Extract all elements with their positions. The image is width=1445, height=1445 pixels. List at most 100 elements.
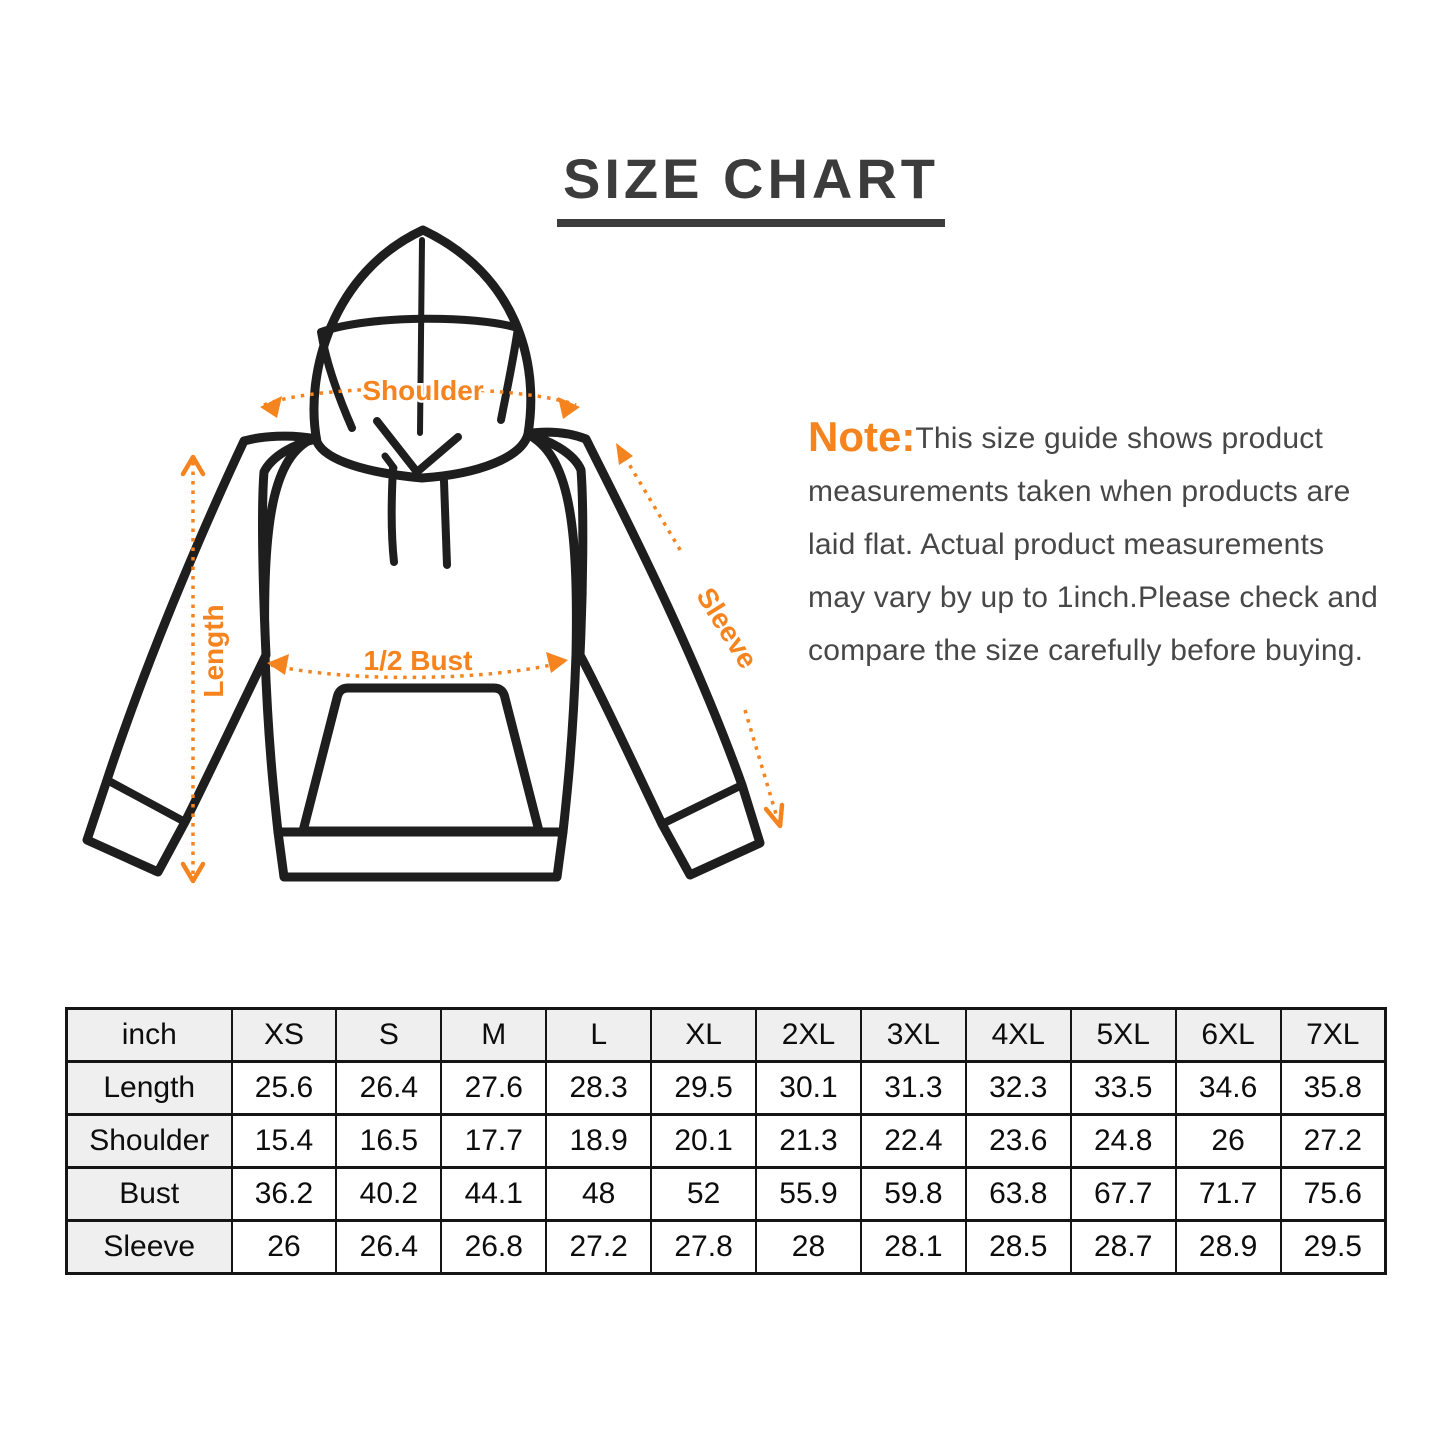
measurement-cell: 34.6 [1174,1060,1282,1116]
measurement-cell: 59.8 [859,1166,967,1222]
sleeve-arrowhead-upper [616,443,633,465]
measurement-cell: 26 [1174,1113,1282,1169]
measurement-cell: 22.4 [859,1113,967,1169]
measurement-cell: 17.7 [440,1113,548,1169]
bust-label: 1/2 Bust [364,645,473,676]
measurement-cell: 26.8 [440,1219,548,1275]
measurement-row-label: Bust [65,1166,233,1222]
measurement-cell: 71.7 [1174,1166,1282,1222]
left-cuff-line [103,776,189,826]
table-row: Sleeve 26 26.4 26.8 27.2 27.8 28 28.1 28.5 28.7 28… [65,1219,1387,1275]
note-text: compare the size carefully before buying… [808,634,1364,667]
hem-band [273,827,568,882]
measurement-cell: 40.2 [335,1166,443,1222]
measurement-cell: 52 [650,1166,758,1222]
measurement-cell: 48 [545,1166,653,1222]
measurement-cell: 23.6 [964,1113,1072,1169]
measurement-cell: 63.8 [964,1166,1072,1222]
size-column-header: 7XL [1279,1007,1387,1063]
title-underline: SIZE CHART [557,148,945,227]
measurement-cell: 29.5 [650,1060,758,1116]
note-label: Note: [808,413,916,460]
measurement-cell: 28.9 [1174,1219,1282,1275]
shoulder-arrow [263,386,577,407]
measurement-cell: 21.3 [755,1113,862,1169]
table-row: Length 25.6 26.4 27.6 28.3 29.5 30.1 31.3 32.3 33… [65,1060,1387,1116]
size-column-header: S [335,1007,443,1063]
size-column-header: L [545,1007,653,1063]
measurement-row-label: Sleeve [65,1219,233,1275]
shoulder-arrowhead-left [260,396,282,418]
measurement-cell: 28.1 [859,1219,967,1275]
measurement-cell: 36.2 [230,1166,338,1222]
measurement-cell: 16.5 [335,1113,443,1169]
measurement-cell: 27.6 [440,1060,548,1116]
measurement-cell: 28 [755,1219,862,1275]
note-block: Note:This size guide shows product measu… [808,410,1445,677]
measurement-cell: 28.5 [964,1219,1072,1275]
measurement-cell: 32.3 [964,1060,1072,1116]
measurement-cell: 26.4 [335,1219,443,1275]
note-text: may vary by up to 1inch.Please check and [808,581,1378,614]
size-column-header: XL [650,1007,758,1063]
right-cuff-line [658,781,746,828]
size-table: inch XS S M L XL 2XL 3XL 4XL 5XL 6XL 7XL Length 25.… [65,1007,1387,1275]
measurement-cell: 28.3 [545,1060,653,1116]
bust-arrowhead-right [546,652,568,673]
table-row: Shoulder 15.4 16.5 17.7 18.9 20.1 21.3 22.4 23.6… [65,1113,1387,1169]
note-line: laid flat. Actual product measurements [808,518,1445,571]
measurement-cell: 33.5 [1069,1060,1177,1116]
measurement-cell: 31.3 [859,1060,967,1116]
left-sleeve [82,431,321,877]
size-column-header: 3XL [859,1007,967,1063]
hood-crease-line [417,237,425,436]
page-title: SIZE CHART [563,147,939,210]
length-label: Length [198,604,229,697]
pocket-outline [298,683,544,836]
note-line: Note:This size guide shows product [808,410,1445,465]
measurement-cell: 20.1 [650,1113,758,1169]
note-line: measurements taken when products are [808,465,1445,518]
measurement-cell: 28.7 [1069,1219,1177,1275]
measurement-cell: 18.9 [545,1113,653,1169]
table-row: Bust 36.2 40.2 44.1 48 52 55.9 59.8 63.8 67.7 71.7… [65,1166,1387,1222]
note-text: This size guide shows product [915,422,1323,455]
measurement-cell: 27.8 [650,1219,758,1275]
size-column-header: M [440,1007,548,1063]
hood-opening-line [317,314,522,432]
note-line: compare the size carefully before buying… [808,624,1445,677]
size-column-header: 4XL [964,1007,1072,1063]
measurement-cell: 29.5 [1279,1219,1387,1275]
measurement-cell: 44.1 [440,1166,548,1222]
sleeve-label: Sleeve [690,582,763,674]
measurement-cell: 75.6 [1279,1166,1387,1222]
sleeve-arrow-upper [618,448,684,554]
size-column-header: 2XL [755,1007,862,1063]
note-line: may vary by up to 1inch.Please check and [808,571,1445,624]
measurement-cell: 30.1 [755,1060,862,1116]
drawstring-right [440,477,451,569]
measurement-cell: 15.4 [230,1113,338,1169]
measurement-cell: 25.6 [230,1060,338,1116]
right-sleeve [520,427,765,880]
measurement-cell: 27.2 [545,1219,653,1275]
length-arrowhead-bottom [180,861,206,884]
sleeve-arrowhead-lower [763,802,785,829]
shoulder-arrowhead-right [558,397,580,419]
note-text: laid flat. Actual product measurements [808,528,1325,561]
neck-crossover-line [373,417,462,476]
measurement-cell: 55.9 [755,1166,862,1222]
length-arrowhead-top [180,454,206,477]
measurement-cell: 35.8 [1279,1060,1387,1116]
size-column-header: 5XL [1069,1007,1177,1063]
measurement-row-label: Length [65,1060,233,1116]
shoulder-label: Shoulder [362,375,483,406]
note-text: measurements taken when products are [808,475,1351,508]
table-header-row: inch XS S M L XL 2XL 3XL 4XL 5XL 6XL 7XL [65,1007,1387,1063]
measurement-cell: 67.7 [1069,1166,1177,1222]
size-column-header: XS [230,1007,338,1063]
hoodie-diagram: Shoulder Length 1/2 Bust Sleeve [82,225,785,884]
size-column-header: 6XL [1174,1007,1282,1063]
unit-header-cell: inch [65,1007,233,1063]
